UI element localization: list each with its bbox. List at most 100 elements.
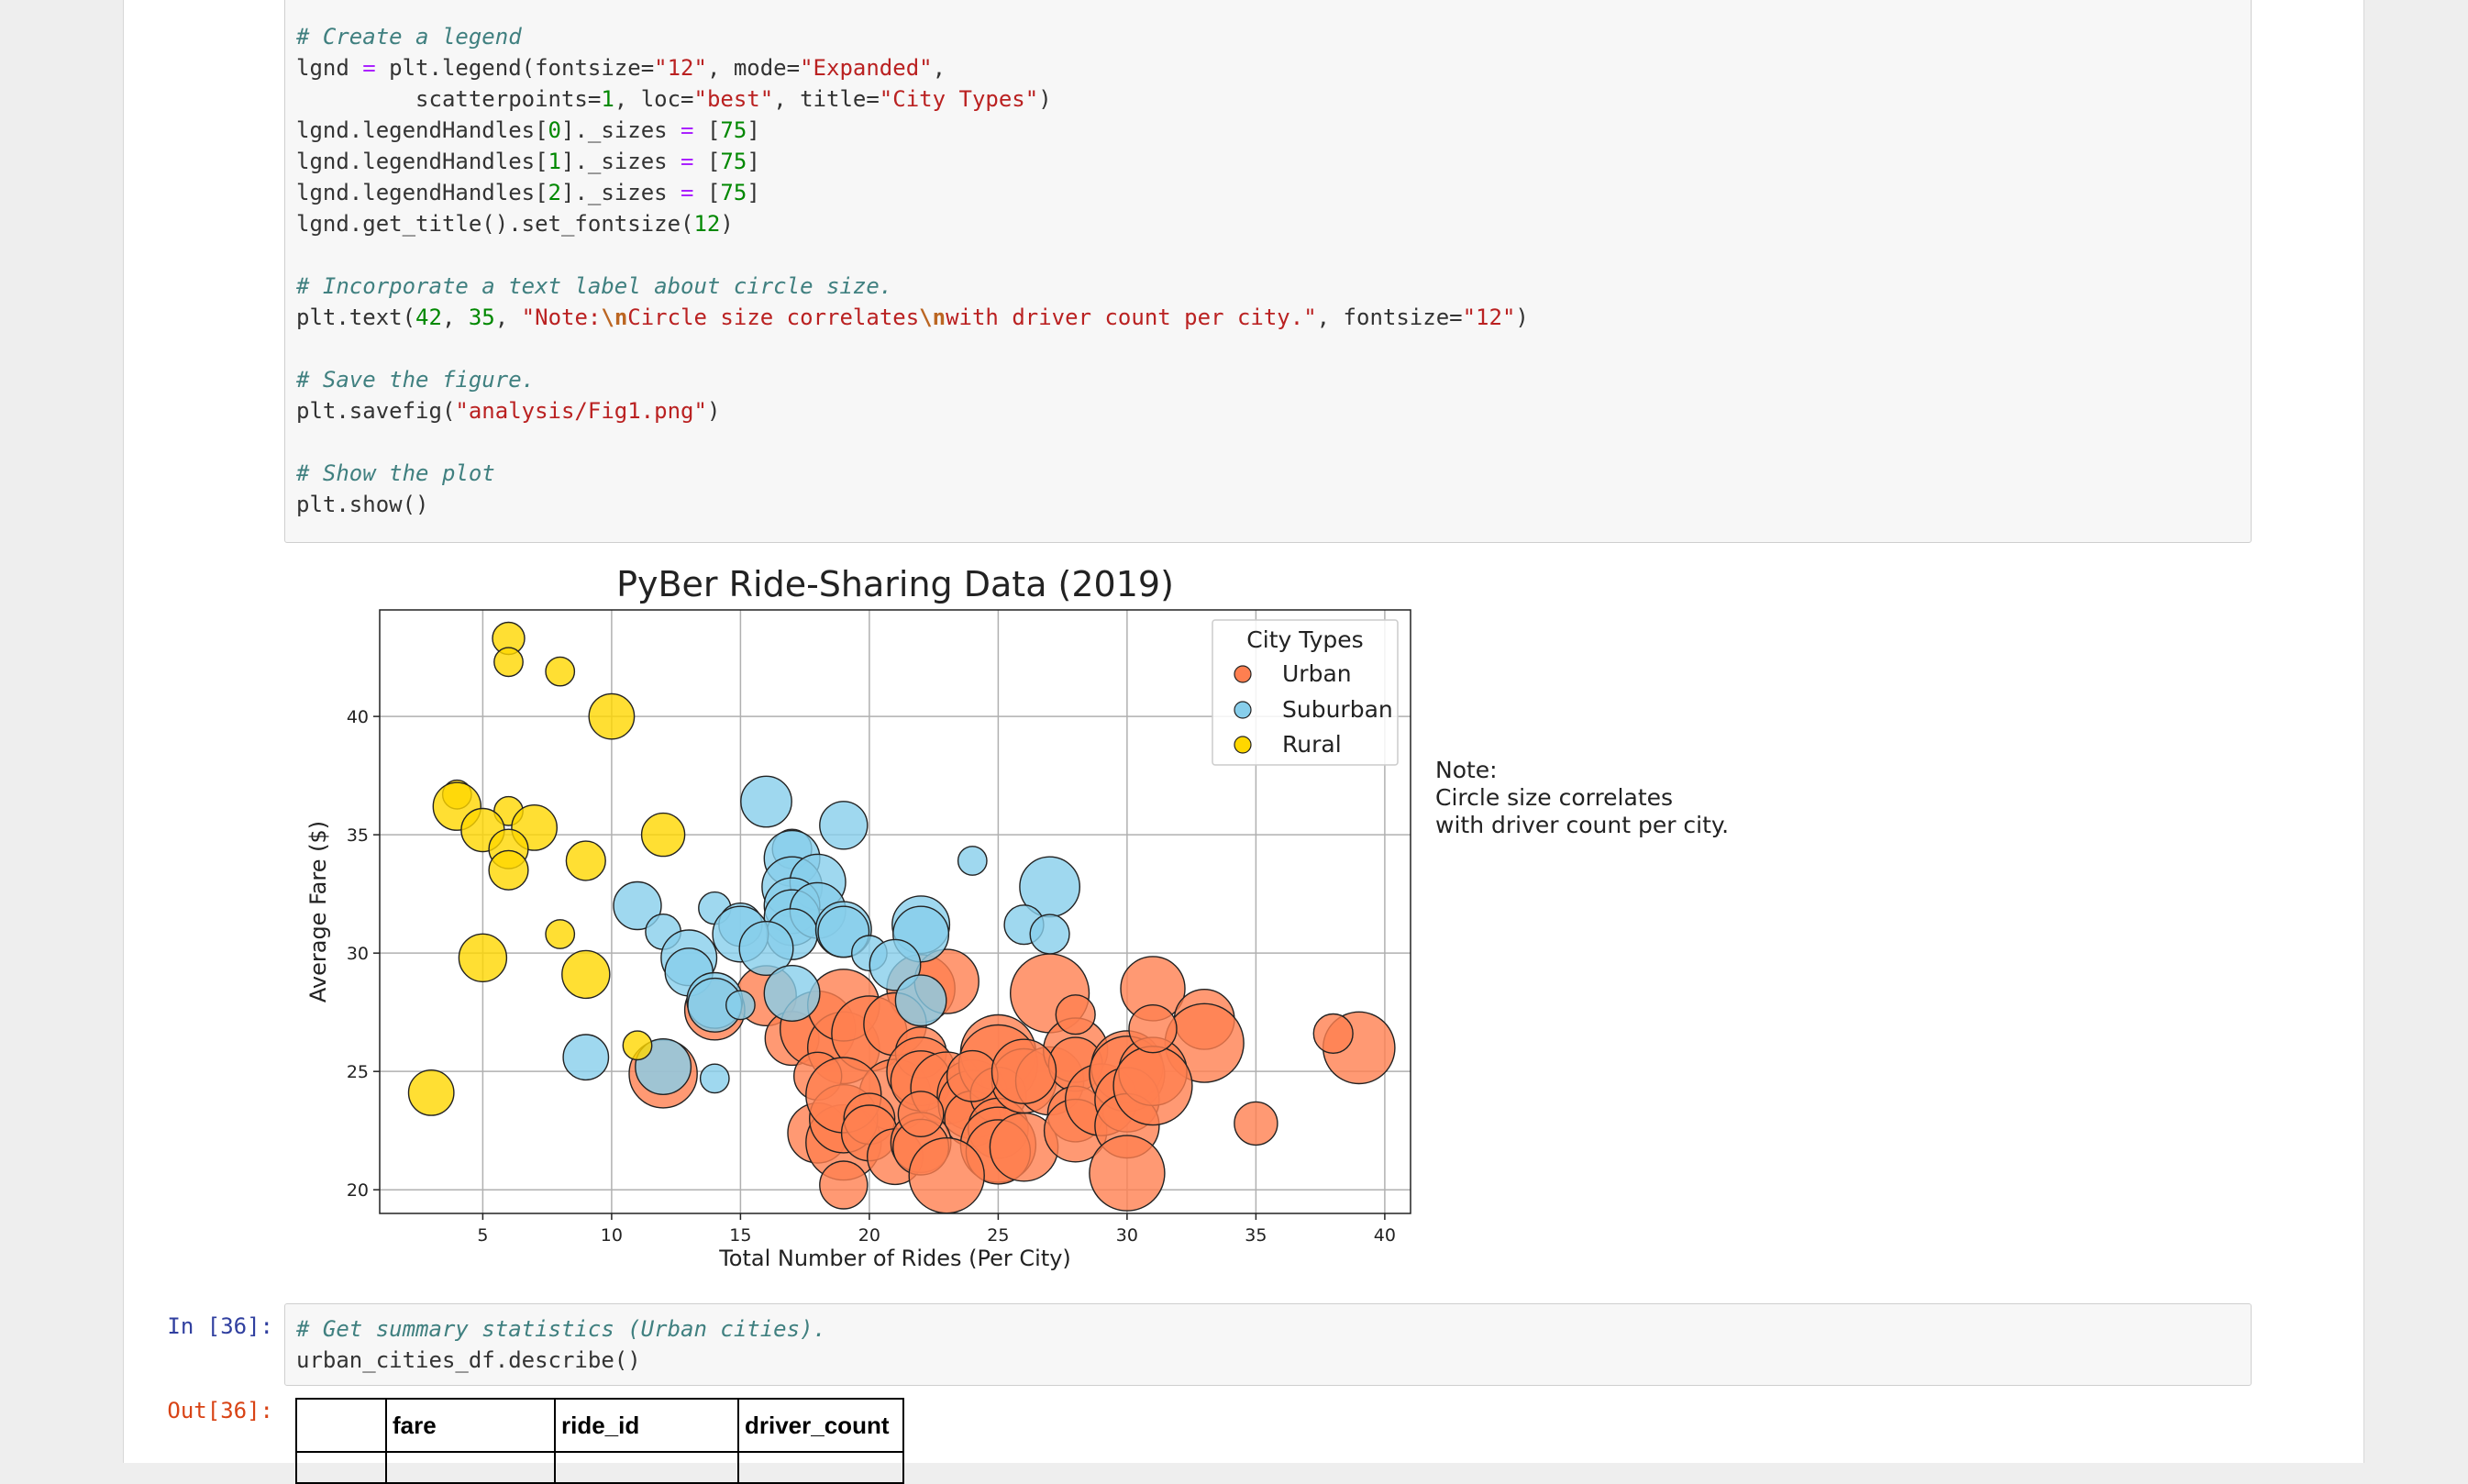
code-token: ) bbox=[706, 398, 721, 424]
point-rural bbox=[545, 656, 576, 687]
code-token: , bbox=[932, 55, 946, 81]
code-token: \n bbox=[601, 305, 628, 330]
code-token: 0 bbox=[548, 117, 561, 143]
code-token: ] bbox=[747, 149, 760, 174]
code-token: ) bbox=[720, 211, 734, 237]
code-token: "Expanded" bbox=[800, 55, 933, 81]
point-suburban bbox=[869, 938, 922, 991]
code-token: \n bbox=[919, 305, 946, 330]
note-line-2: Circle size correlates bbox=[1435, 784, 1673, 811]
code-token: Circle size correlates bbox=[627, 305, 920, 330]
code-token: lgnd.legendHandles[ bbox=[296, 117, 548, 143]
code-token: 75 bbox=[720, 117, 747, 143]
code-line: plt.text(42, 35, "Note:\nCircle size cor… bbox=[296, 302, 1529, 333]
code-token: ] bbox=[747, 117, 760, 143]
y-tick-label: 40 bbox=[347, 707, 369, 727]
table-cell bbox=[385, 1451, 556, 1484]
y-tick-label: 20 bbox=[347, 1180, 369, 1201]
legend-title: City Types bbox=[1246, 626, 1363, 653]
plot-frame bbox=[379, 609, 1411, 1214]
x-tick-label: 5 bbox=[477, 1225, 488, 1246]
code-token: 1 bbox=[601, 86, 614, 112]
x-tick-label: 15 bbox=[729, 1225, 751, 1246]
point-suburban bbox=[763, 965, 821, 1023]
legend-label-suburban: Suburban bbox=[1282, 696, 1393, 723]
code-line: scatterpoints=1, loc="best", title="City… bbox=[296, 83, 1052, 115]
point-urban bbox=[1128, 1004, 1178, 1054]
point-rural bbox=[640, 812, 686, 858]
code-token: plt.legend(fontsize= bbox=[375, 55, 655, 81]
legend: City Types Urban Suburban Rural bbox=[1212, 619, 1399, 766]
code-line: plt.savefig("analysis/Fig1.png") bbox=[296, 395, 720, 426]
code-token: "analysis/Fig1.png" bbox=[455, 398, 707, 424]
code-token: plt.savefig( bbox=[296, 398, 456, 424]
code-line: lgnd.legendHandles[0]._sizes = [75] bbox=[296, 115, 760, 146]
code-line: # Incorporate a text label about circle … bbox=[296, 271, 892, 302]
point-suburban bbox=[740, 775, 792, 828]
table-cell bbox=[295, 1451, 387, 1484]
code-token: ] bbox=[747, 180, 760, 205]
x-axis-label: Total Number of Rides (Per City) bbox=[718, 1246, 1071, 1271]
point-rural bbox=[565, 840, 606, 881]
point-suburban bbox=[613, 880, 662, 931]
point-urban bbox=[819, 1160, 869, 1210]
legend-label-urban: Urban bbox=[1282, 660, 1352, 687]
x-tick-label: 10 bbox=[601, 1225, 623, 1246]
code-token: , title= bbox=[773, 86, 880, 112]
point-rural bbox=[588, 692, 636, 740]
code-token: "Note: bbox=[521, 305, 602, 330]
code-token: 35 bbox=[468, 305, 495, 330]
code-line: lgnd = plt.legend(fontsize="12", mode="E… bbox=[296, 52, 946, 83]
point-urban bbox=[897, 1091, 945, 1137]
point-urban bbox=[1112, 1046, 1193, 1126]
code-token: , loc= bbox=[614, 86, 694, 112]
code-line: lgnd.get_title().set_fontsize(12) bbox=[296, 208, 734, 239]
output-prompt: Out[36]: bbox=[167, 1398, 273, 1423]
code-token: # Incorporate a text label about circle … bbox=[296, 273, 893, 299]
code-cell-legend-plot[interactable]: # Create a legend lgnd = plt.legend(fonts… bbox=[284, 0, 2252, 543]
legend-marker-urban bbox=[1234, 665, 1252, 683]
x-tick-label: 40 bbox=[1374, 1225, 1396, 1246]
code-line: # Show the plot bbox=[296, 458, 495, 489]
code-token: ]._sizes bbox=[561, 180, 681, 205]
summary-table: fare ride_id driver_count bbox=[295, 1398, 904, 1484]
note-line-1: Note: bbox=[1435, 757, 1498, 783]
table-header-ride-id: ride_id bbox=[554, 1398, 739, 1453]
code-token: [ bbox=[693, 180, 721, 205]
code-line: urban_cities_df.describe() bbox=[296, 1345, 641, 1376]
point-rural bbox=[545, 919, 576, 949]
point-suburban bbox=[957, 846, 988, 876]
point-rural bbox=[407, 1069, 455, 1116]
code-token: lgnd.legendHandles[ bbox=[296, 180, 548, 205]
point-urban bbox=[946, 1049, 999, 1102]
x-tick-label: 35 bbox=[1245, 1225, 1267, 1246]
code-token: 1 bbox=[548, 149, 561, 174]
code-token: # Save the figure. bbox=[296, 367, 536, 393]
code-token: , mode= bbox=[706, 55, 801, 81]
table-cell bbox=[737, 1451, 904, 1484]
code-token: , bbox=[441, 305, 469, 330]
chart-title: PyBer Ride-Sharing Data (2019) bbox=[616, 564, 1174, 604]
x-tick-label: 20 bbox=[858, 1225, 880, 1246]
point-rural bbox=[561, 949, 611, 1000]
code-token: # Create a legend bbox=[296, 24, 522, 50]
code-token: 75 bbox=[720, 149, 747, 174]
code-token: ]._sizes bbox=[561, 149, 681, 174]
code-token: [ bbox=[693, 117, 721, 143]
table-cell bbox=[554, 1451, 739, 1484]
point-urban bbox=[908, 1137, 985, 1214]
code-token: with driver count per city." bbox=[946, 305, 1317, 330]
legend-box bbox=[1212, 619, 1399, 766]
point-urban bbox=[1089, 1135, 1166, 1212]
table-header-index bbox=[295, 1398, 387, 1453]
point-suburban bbox=[725, 990, 756, 1021]
point-urban bbox=[991, 1038, 1057, 1104]
legend-marker-rural bbox=[1234, 736, 1252, 754]
code-token: # Show the plot bbox=[296, 460, 495, 486]
point-rural bbox=[622, 1030, 653, 1061]
code-token: , bbox=[494, 305, 522, 330]
code-token: ) bbox=[1515, 305, 1529, 330]
code-token: = bbox=[681, 149, 694, 174]
y-tick-label: 25 bbox=[347, 1062, 369, 1082]
code-cell-summary-stats[interactable]: # Get summary statistics (Urban cities).… bbox=[284, 1303, 2252, 1386]
